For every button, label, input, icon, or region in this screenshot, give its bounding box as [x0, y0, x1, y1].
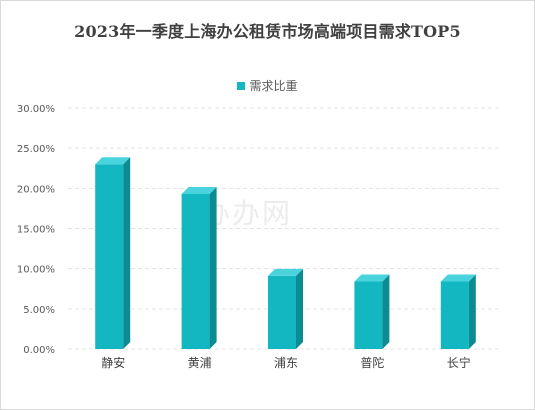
y-tick-label: 10.00% [17, 265, 55, 276]
y-tick-label: 25.00% [17, 144, 55, 155]
bar [440, 281, 469, 349]
bar-side [296, 268, 303, 349]
bar-side [209, 186, 217, 349]
y-tick-label: 30.00% [17, 104, 55, 115]
bar [354, 281, 383, 349]
bar-top [354, 274, 390, 282]
x-tick-label: 静安 [101, 355, 125, 370]
bar [95, 164, 124, 349]
legend-label: 需求比重 [249, 79, 298, 93]
watermark: 办办网 [202, 197, 293, 230]
bar-side [123, 157, 131, 349]
y-tick-label: 5.00% [23, 305, 55, 316]
y-tick-label: 15.00% [17, 225, 55, 236]
bar-top [268, 268, 303, 276]
bar-top [440, 274, 476, 282]
bar [181, 193, 210, 349]
bar-side [468, 274, 476, 349]
x-tick-label: 普陀 [360, 355, 384, 370]
chart-title: 2023年一季度上海办公租赁市场高端项目需求TOP5 [74, 22, 461, 41]
x-tick-label: 浦东 [274, 356, 298, 370]
bar-top [95, 157, 131, 165]
bar [268, 275, 296, 349]
chart-legend: 需求比重 [0, 77, 535, 94]
x-tick-label: 长宁 [447, 355, 471, 370]
y-tick-label: 20.00% [17, 184, 55, 195]
bar-top [181, 186, 217, 194]
legend-swatch [237, 81, 246, 90]
bar-side [382, 274, 390, 349]
x-tick-label: 黄浦 [188, 356, 212, 370]
y-tick-label: 0.00% [23, 345, 55, 356]
